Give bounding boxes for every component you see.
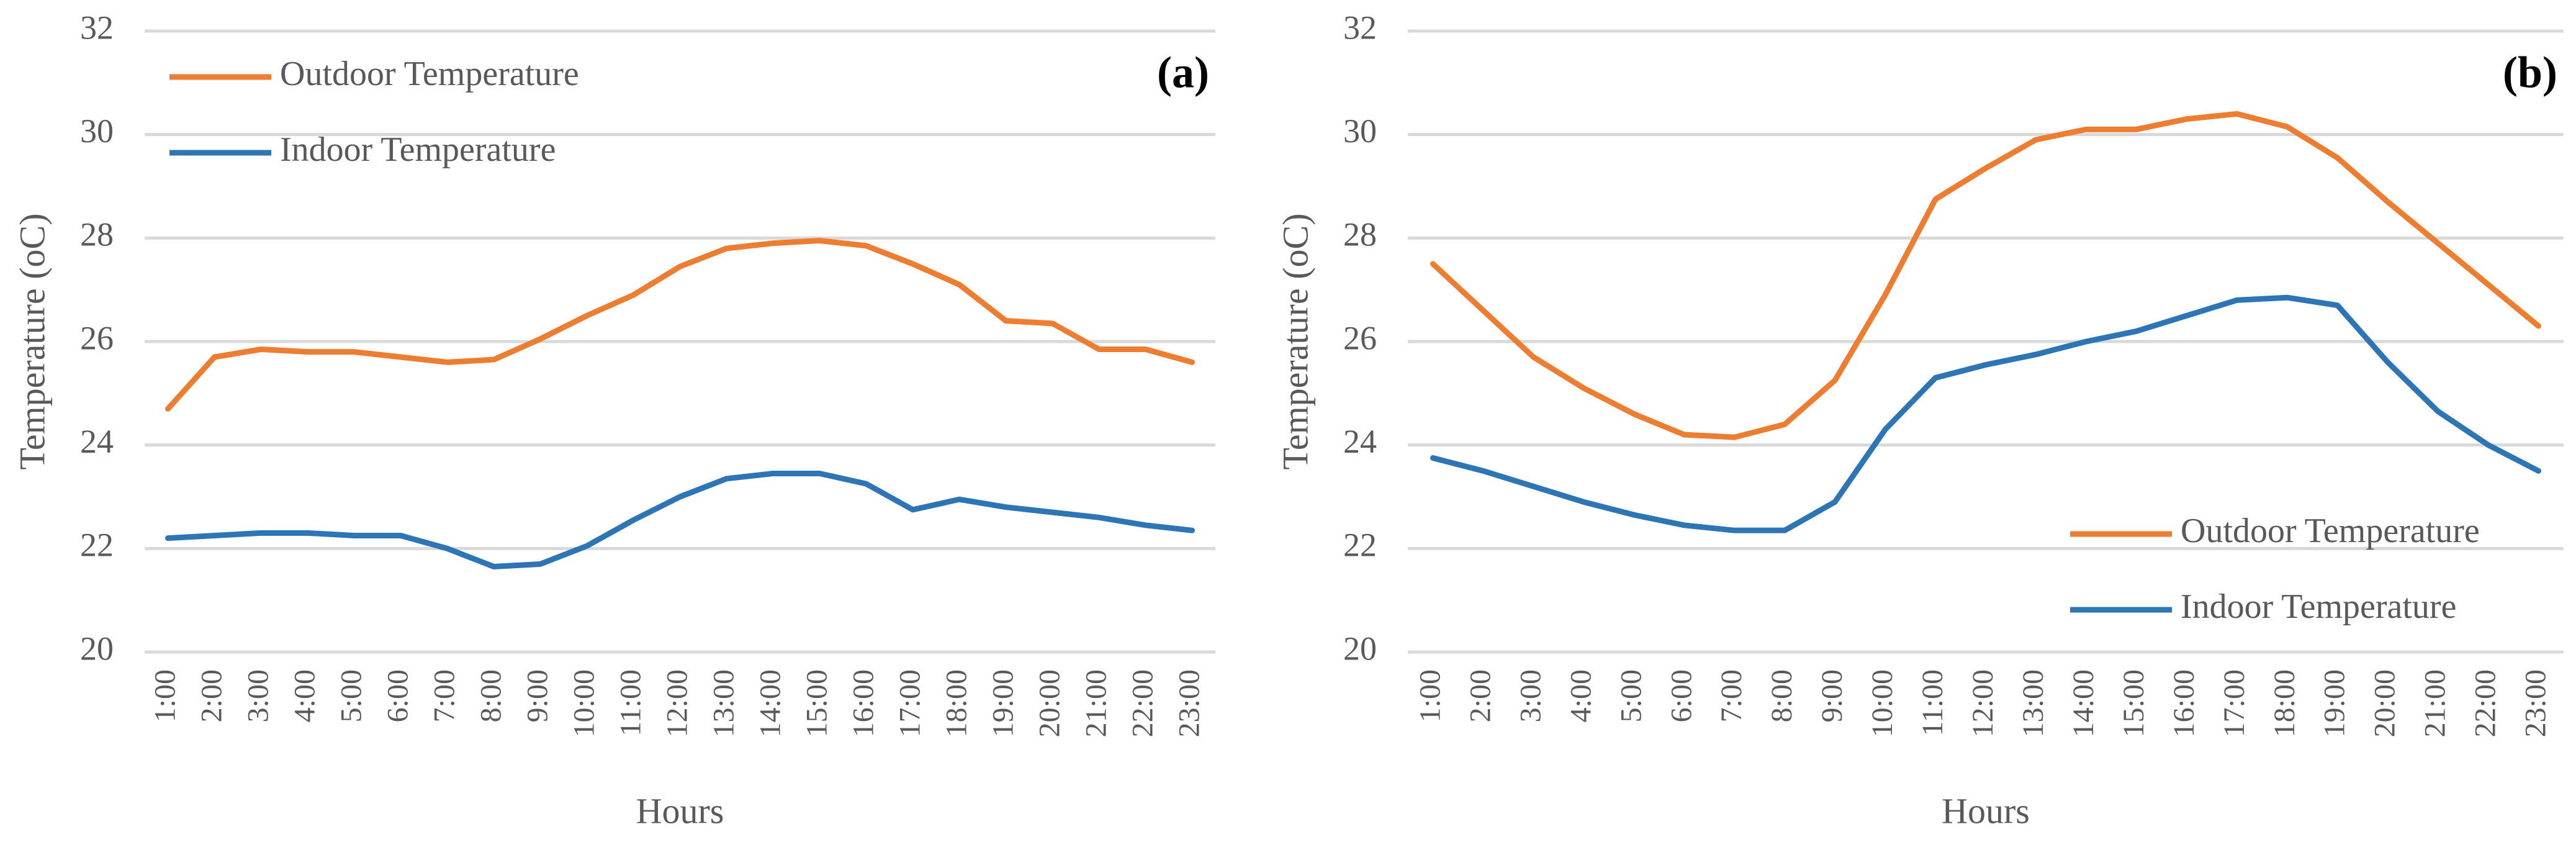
x-tick-label: 1:00 [149,669,182,722]
x-tick-label: 14:00 [754,669,787,737]
y-axis-title: Temperature (oC) [12,213,52,469]
x-tick-label: 9:00 [521,669,554,722]
series-line [1430,294,2542,533]
legend-label: Outdoor Temperature [280,55,579,93]
x-tick-label: 4:00 [289,669,322,722]
x-tick-label: 15:00 [801,669,834,737]
x-tick-label: 17:00 [2218,669,2251,737]
x-tick-label: 2:00 [1464,669,1497,722]
y-tick-label: 28 [80,216,114,253]
series-line [1430,111,2542,440]
legend-label: Outdoor Temperature [2181,512,2480,550]
x-tick-label: 23:00 [2520,669,2552,737]
legend-label: Indoor Temperature [280,130,556,169]
x-tick-label: 10:00 [1866,669,1899,737]
x-axis-title: Hours [636,790,724,831]
x-tick-label: 7:00 [428,669,461,722]
x-tick-label: 4:00 [1564,669,1597,722]
x-tick-label: 10:00 [568,669,601,737]
x-tick-label: 5:00 [1615,669,1647,722]
y-tick-label: 30 [1343,112,1377,150]
y-tick-label: 26 [80,319,114,356]
x-tick-label: 5:00 [335,669,368,722]
y-tick-label: 32 [1343,9,1377,46]
y-axis-title: Temperature (oC) [1275,213,1315,469]
x-tick-label: 16:00 [2168,669,2200,737]
y-tick-label: 30 [80,112,114,150]
x-tick-label: 17:00 [894,669,927,737]
x-tick-label: 3:00 [1514,669,1547,722]
y-tick-label: 24 [1343,423,1377,460]
x-tick-label: 11:00 [615,669,647,736]
y-tick-label: 22 [80,527,114,564]
x-tick-label: 22:00 [2469,669,2502,737]
x-tick-label: 20:00 [2369,669,2402,737]
x-tick-label: 1:00 [1413,669,1446,722]
y-tick-label: 20 [80,630,114,667]
x-tick-label: 13:00 [2017,669,2050,737]
y-tick-label: 32 [80,9,114,46]
x-tick-label: 2:00 [196,669,228,722]
x-tick-label: 16:00 [847,669,880,737]
x-tick-label: 6:00 [1665,669,1698,722]
x-tick-label: 20:00 [1034,669,1066,737]
x-tick-label: 19:00 [987,669,1020,737]
x-tick-label: 22:00 [1127,669,1160,737]
x-axis-title: Hours [1942,790,2030,831]
x-tick-label: 11:00 [1916,669,1949,736]
title: (a) [1157,48,1209,97]
y-tick-label: 26 [1343,319,1377,356]
x-tick-label: 18:00 [2268,669,2301,737]
x-tick-label: 12:00 [661,669,694,737]
x-tick-label: 8:00 [475,669,508,722]
x-tick-label: 21:00 [1080,669,1113,737]
y-tick-label: 24 [80,423,114,460]
y-tick-label: 22 [1343,527,1377,564]
y-tick-label: 20 [1343,630,1377,667]
series-line [165,471,1195,569]
x-tick-label: 6:00 [382,669,415,722]
series-line [165,238,1195,412]
x-tick-label: 13:00 [708,669,741,737]
x-tick-label: 19:00 [2318,669,2351,737]
legend-label: Indoor Temperature [2181,587,2456,626]
title: (b) [2503,48,2557,97]
x-tick-label: 7:00 [1715,669,1748,722]
x-tick-label: 14:00 [2067,669,2100,737]
x-tick-label: 3:00 [242,669,275,722]
x-tick-label: 21:00 [2419,669,2452,737]
y-tick-label: 28 [1343,216,1377,253]
x-tick-label: 23:00 [1173,669,1206,737]
x-tick-label: 18:00 [940,669,973,737]
x-tick-label: 12:00 [1966,669,1999,737]
x-tick-label: 15:00 [2117,669,2150,737]
x-tick-label: 9:00 [1816,669,1849,722]
x-tick-label: 8:00 [1765,669,1798,722]
